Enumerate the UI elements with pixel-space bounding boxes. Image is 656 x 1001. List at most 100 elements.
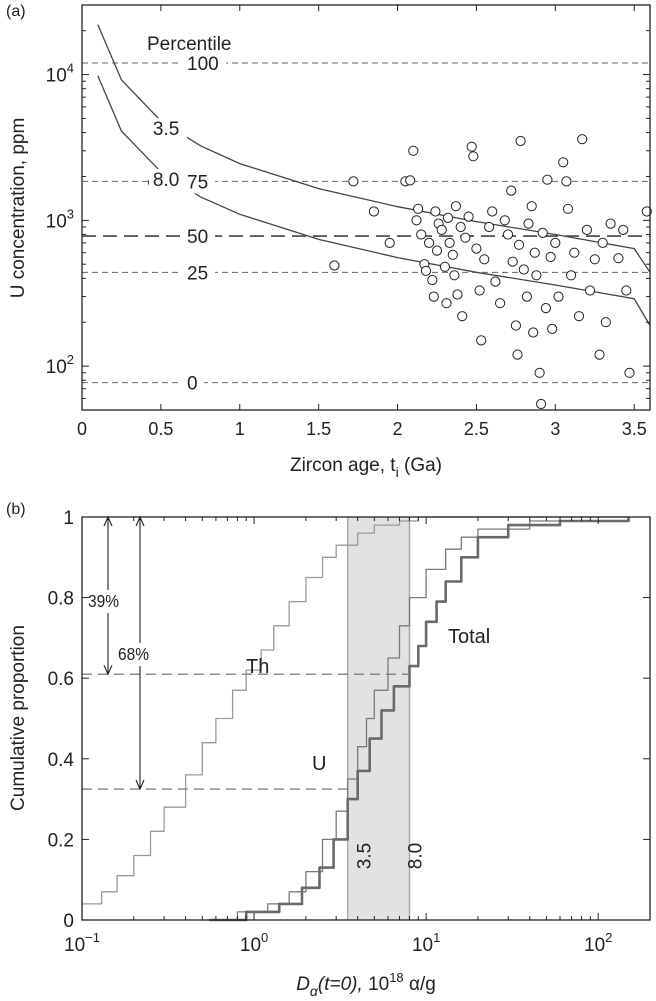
scatter-point bbox=[411, 215, 422, 226]
scatter-point bbox=[515, 135, 526, 147]
scatter-point bbox=[605, 218, 616, 229]
percentile-label-25: 25 bbox=[187, 263, 208, 284]
scatter-point bbox=[466, 141, 477, 152]
scatter-point bbox=[542, 174, 553, 185]
series-label-th: Th bbox=[246, 656, 269, 678]
y-tick-label: 104 bbox=[46, 61, 74, 87]
scatter-point bbox=[430, 206, 441, 217]
scatter-point bbox=[513, 239, 525, 250]
scatter-point bbox=[441, 298, 452, 309]
scatter-point bbox=[569, 247, 580, 258]
x-tick-label: 3 bbox=[550, 419, 560, 439]
scatter-point bbox=[431, 245, 443, 256]
percentile-label-100: 100 bbox=[187, 54, 219, 75]
scatter-point bbox=[457, 311, 468, 322]
x-tick-label: 0.5 bbox=[148, 419, 173, 439]
panel-b-x-axis-label: Dα(t=0), 1018 α/g bbox=[296, 970, 436, 999]
panel-b-annotations: Th U Total 3.5 8.0 39% 68% bbox=[85, 515, 490, 869]
scatter-point bbox=[427, 274, 438, 286]
scatter-point bbox=[558, 157, 569, 168]
scatter-point bbox=[424, 237, 435, 248]
scatter-point bbox=[589, 254, 600, 265]
panel-a-y-axis-label: U concentration, ppm bbox=[8, 118, 29, 299]
scatter-point bbox=[561, 176, 572, 187]
scatter-point bbox=[507, 256, 518, 267]
band-label-to: 8.0 bbox=[405, 843, 426, 869]
scatter-point bbox=[531, 270, 542, 281]
scatter-point bbox=[553, 291, 564, 302]
scatter-point bbox=[450, 201, 461, 212]
panel-a-x-axis-label: Zircon age, ti (Ga) bbox=[290, 455, 442, 480]
series-label-total: Total bbox=[448, 626, 490, 648]
scatter-point bbox=[613, 253, 624, 264]
scatter-point bbox=[621, 285, 632, 296]
scatter-point bbox=[600, 317, 611, 328]
y-tick-label: 102 bbox=[46, 352, 74, 378]
arrow-label-bg bbox=[85, 590, 135, 613]
panel-a-frame bbox=[81, 4, 651, 411]
percentile-label-bg bbox=[181, 370, 204, 395]
scatter-point bbox=[474, 285, 485, 296]
scatter-point bbox=[384, 237, 395, 248]
series-line-u bbox=[202, 517, 630, 921]
scatter-point bbox=[624, 367, 635, 378]
panel-b-y-axis-label: Cumulative proportion bbox=[8, 625, 29, 811]
y-tick-label: 0 bbox=[63, 911, 74, 932]
scatter-point bbox=[540, 303, 552, 314]
percentile-label-bg bbox=[181, 51, 226, 76]
scatter-point bbox=[368, 206, 379, 217]
curve-3.5 bbox=[97, 24, 651, 273]
scatter-point bbox=[502, 229, 514, 240]
x-tick-label: 100 bbox=[240, 930, 268, 956]
panel-a-annotations: 100 75 50 25 0 3.5 8.0 bbox=[148, 51, 226, 395]
curve-label-bg bbox=[148, 168, 187, 191]
scatter-point bbox=[413, 203, 424, 214]
band-label-from: 3.5 bbox=[355, 843, 376, 869]
scatter-point bbox=[420, 265, 432, 276]
scatter-point bbox=[641, 206, 652, 217]
arrow-label: 39% bbox=[88, 591, 119, 611]
scatter-point bbox=[408, 145, 419, 156]
scatter-point bbox=[479, 254, 490, 265]
panel-a-axes: 0 0.5 1 1.5 2 2.5 3 3.5 102 103 104 bbox=[46, 4, 650, 439]
arrow-label-bg bbox=[115, 643, 165, 666]
scatter-point bbox=[460, 232, 471, 243]
panel-a-percentile-lines bbox=[82, 62, 650, 384]
scatter-point bbox=[534, 367, 545, 378]
scatter-point bbox=[526, 201, 537, 212]
y-tick-label: 0.2 bbox=[48, 830, 74, 851]
x-tick-label: 1.5 bbox=[306, 419, 331, 439]
scatter-point bbox=[416, 229, 427, 240]
percentile-label-0: 0 bbox=[187, 374, 198, 395]
scatter-point bbox=[455, 221, 466, 233]
scatter-point bbox=[428, 291, 439, 302]
curve-8.0 bbox=[97, 75, 651, 326]
arrow-head bbox=[103, 664, 113, 676]
series-line-th bbox=[82, 516, 629, 905]
curve-label-3.5: 3.5 bbox=[153, 119, 179, 140]
x-tick-label: 10−1 bbox=[64, 930, 100, 956]
scatter-point bbox=[442, 212, 454, 223]
scatter-point bbox=[547, 323, 558, 334]
scatter-point bbox=[512, 349, 523, 360]
panel-a-curves bbox=[97, 24, 651, 326]
scatter-point bbox=[471, 243, 482, 254]
scatter-point bbox=[528, 327, 539, 338]
x-tick-label: 2.5 bbox=[464, 419, 489, 439]
y-tick-label: 1 bbox=[63, 508, 74, 529]
percentile-label-75: 75 bbox=[187, 172, 208, 193]
panel-b-label: (b) bbox=[6, 501, 26, 518]
scatter-point bbox=[329, 260, 340, 271]
y-tick-label: 0.8 bbox=[48, 589, 74, 610]
shaded-band bbox=[347, 517, 410, 920]
scatter-point bbox=[562, 203, 574, 214]
scatter-point bbox=[348, 176, 359, 187]
scatter-point bbox=[618, 224, 629, 235]
scatter-point bbox=[584, 285, 596, 296]
series-label-u: U bbox=[312, 753, 326, 775]
scatter-point bbox=[449, 270, 460, 281]
scatter-point bbox=[484, 221, 495, 233]
panel-a-scatter-points bbox=[147, 134, 652, 410]
x-tick-label: 2 bbox=[393, 419, 403, 439]
